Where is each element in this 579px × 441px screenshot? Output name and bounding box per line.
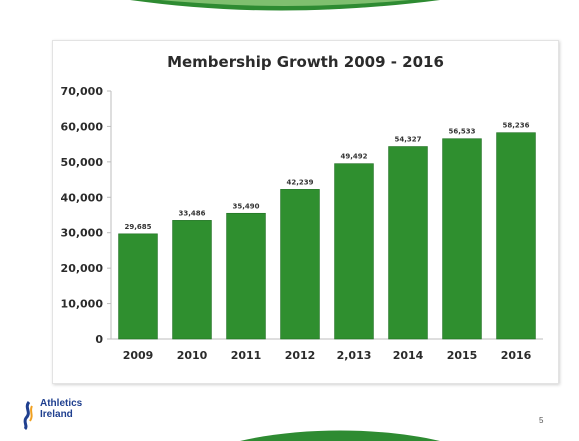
data-label-2011: 35,490	[232, 202, 259, 210]
y-tick-label: 40,000	[61, 191, 104, 204]
y-tick-label: 10,000	[61, 298, 104, 311]
bar-2010	[172, 220, 212, 340]
data-label-2016: 58,236	[502, 122, 529, 130]
chart-title: Membership Growth 2009 - 2016	[167, 53, 444, 71]
bar-2014	[388, 146, 428, 340]
data-label-2012: 42,239	[286, 178, 313, 186]
runner-icon	[23, 401, 33, 430]
data-label-2014: 54,327	[394, 136, 421, 144]
top-wave-decoration	[130, 0, 440, 11]
x-tick-label-2015: 2015	[447, 349, 478, 362]
bar-2012	[280, 189, 320, 340]
y-tick-label: 60,000	[61, 120, 104, 133]
x-tick-label-2016: 2016	[501, 349, 532, 362]
x-tick-label-2011: 2011	[231, 349, 262, 362]
x-tick-label-2012: 2012	[285, 349, 316, 362]
bar-2,013	[334, 163, 374, 340]
bar-2011	[226, 212, 266, 340]
data-label-2010: 33,486	[178, 209, 205, 217]
chart-frame: Membership Growth 2009 - 2016 0 10,000 20,…	[52, 40, 559, 384]
x-tick-label-2014: 2014	[393, 349, 424, 362]
y-tick-label: 30,000	[61, 227, 104, 240]
logo-line-1: Athletics	[40, 398, 83, 409]
data-label-2015: 56,533	[448, 128, 475, 136]
x-tick-label-2,013: 2,013	[337, 349, 372, 362]
bar-2016	[496, 132, 536, 340]
bar-2015	[442, 138, 482, 340]
y-tick-label: 70,000	[61, 85, 104, 98]
y-tick-label: 20,000	[61, 262, 104, 275]
x-tick-label-2009: 2009	[123, 349, 154, 362]
bar-chart: 0 10,000 20,000 30,000 40,000 50,000 60,000 70,…	[61, 85, 543, 362]
y-tick-label: 0	[95, 333, 103, 346]
x-tick-label-2010: 2010	[177, 349, 208, 362]
y-tick-label: 50,000	[61, 156, 104, 169]
athletics-ireland-logo: Athletics Ireland	[20, 398, 140, 432]
page-number: 5	[539, 416, 544, 425]
bar-2009	[118, 233, 158, 340]
bottom-wave-decoration	[240, 430, 440, 441]
data-label-2009: 29,685	[124, 223, 151, 231]
data-label-2,013: 49,492	[340, 153, 367, 161]
logo-line-2: Ireland	[40, 409, 73, 420]
